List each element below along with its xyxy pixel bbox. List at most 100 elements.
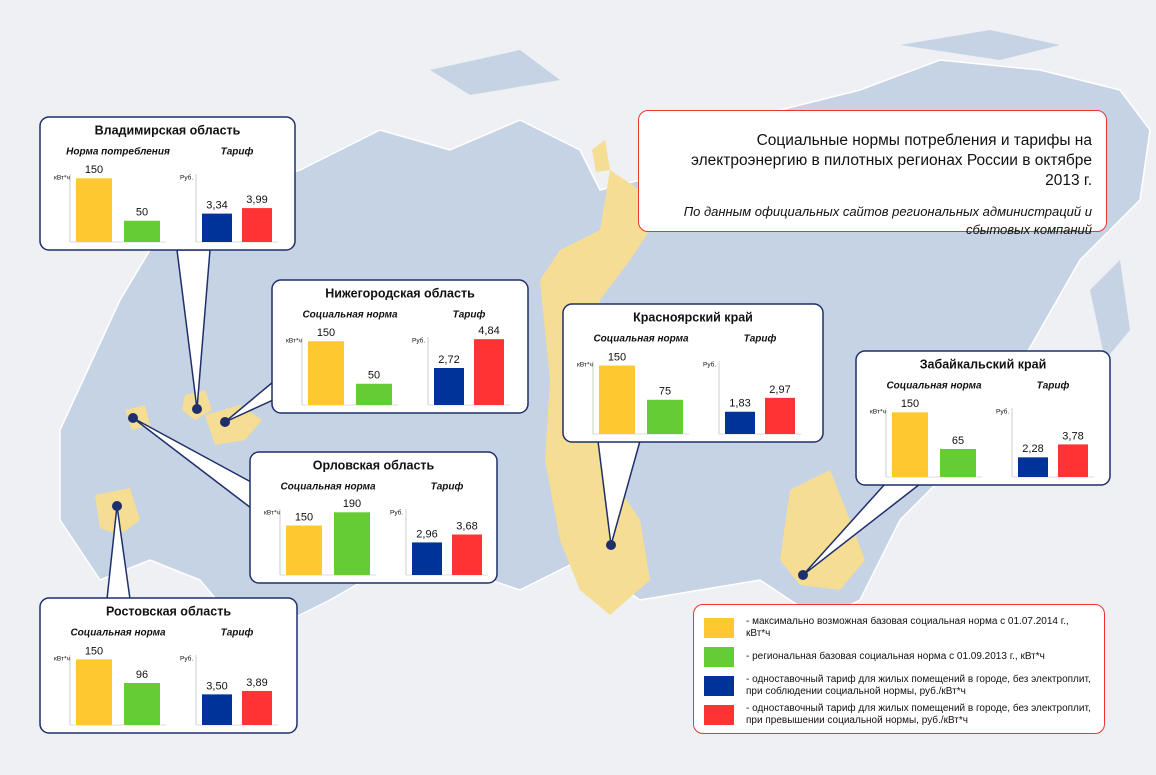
bar [286, 525, 322, 575]
bar [202, 694, 232, 725]
bar [1018, 457, 1048, 477]
dot [192, 404, 202, 414]
legend-swatch [704, 617, 734, 638]
bar [202, 213, 232, 242]
dot [112, 501, 122, 511]
panel-title: Тариф [453, 309, 486, 321]
value-label: 96 [136, 669, 148, 681]
bar [474, 339, 504, 405]
unit-label: Руб. [180, 655, 193, 663]
unit-label: Руб. [180, 174, 193, 182]
map-region-zabaikalsky [780, 470, 865, 590]
unit-label: Руб. [703, 361, 716, 369]
legend-label: - одноставочный тариф для жилых помещени… [746, 702, 1091, 726]
bar [242, 208, 272, 242]
map-island [430, 30, 1130, 360]
value-label: 50 [136, 207, 148, 219]
panel-title: Социальная норма [593, 334, 689, 345]
bar [434, 368, 464, 405]
value-label: 150 [85, 164, 103, 176]
bar [334, 512, 370, 575]
legend-label: - одноставочный тариф для жилых помещени… [746, 673, 1091, 697]
dot [220, 417, 230, 427]
bar [76, 659, 112, 725]
value-label: 150 [901, 398, 919, 410]
panel-title: Тариф [744, 333, 777, 345]
bar [647, 399, 683, 434]
legend-swatch [704, 675, 734, 696]
bar [1058, 444, 1088, 477]
region-title: Ростовская область [106, 604, 231, 618]
value-label: 3,50 [206, 680, 227, 692]
value-label: 4,84 [478, 325, 499, 337]
unit-label: Руб. [390, 509, 403, 517]
panel-title: Тариф [221, 627, 254, 639]
value-label: 190 [343, 498, 361, 510]
unit-label: кВт*ч [264, 510, 280, 517]
region-title: Нижегородская область [325, 286, 475, 300]
unit-label: Руб. [996, 408, 1009, 416]
map-region-nizhny [205, 405, 262, 445]
dot [128, 413, 138, 423]
value-label: 3,34 [206, 200, 227, 212]
value-label: 2,96 [416, 528, 437, 540]
dots [112, 404, 808, 580]
subtitle: По данным официальных сайтов региональны… [683, 204, 1092, 237]
value-label: 150 [85, 645, 103, 657]
title-box: Социальные нормы потребления и тарифы на… [638, 110, 1107, 237]
panel-title: Норма потребления [66, 146, 170, 158]
legend-item: - одноставочный тариф для жилых помещени… [704, 671, 1094, 700]
legend-swatch [704, 646, 734, 667]
bar [940, 448, 976, 477]
bar [124, 683, 160, 725]
legend-label: - региональная базовая социальная норма … [746, 650, 1045, 662]
value-label: 1,83 [729, 398, 750, 410]
pointers [106, 249, 923, 600]
legend-swatch [704, 704, 734, 725]
legend-item: - региональная базовая социальная норма … [704, 642, 1094, 671]
bar [892, 412, 928, 477]
value-label: 65 [952, 435, 964, 447]
panel-title: Социальная норма [886, 381, 982, 392]
unit-label: кВт*ч [286, 338, 302, 345]
value-label: 3,99 [246, 194, 267, 206]
bar [765, 397, 795, 434]
bar [242, 690, 272, 725]
region-title: Орловская область [313, 458, 435, 472]
panel-title: Тариф [1037, 380, 1070, 392]
unit-label: кВт*ч [577, 362, 593, 369]
value-label: 2,97 [769, 384, 790, 396]
value-label: 2,28 [1022, 443, 1043, 455]
bar [599, 365, 635, 434]
value-label: 150 [295, 511, 313, 523]
region-title: Забайкальский край [920, 357, 1047, 371]
region-title: Владимирская область [95, 123, 241, 137]
panel-title: Социальная норма [70, 628, 166, 639]
unit-label: кВт*ч [54, 175, 70, 182]
legend-item: - максимально возможная базовая социальн… [704, 613, 1094, 642]
legend: - максимально возможная базовая социальн… [693, 604, 1105, 734]
panel-title: Социальная норма [280, 482, 376, 493]
bar [725, 411, 755, 434]
value-label: 150 [608, 351, 626, 363]
bar [452, 534, 482, 575]
charts: Владимирская область кВт*ч 150 50 Норма потр… [39, 116, 1111, 734]
value-label: 3,68 [456, 520, 477, 532]
panel-title: Социальная норма [302, 310, 398, 321]
value-label: 50 [368, 370, 380, 382]
bar [124, 220, 160, 242]
legend-item: - одноставочный тариф для жилых помещени… [704, 700, 1094, 729]
bar [356, 383, 392, 405]
dot [798, 570, 808, 580]
unit-label: кВт*ч [870, 409, 886, 416]
value-label: 75 [659, 386, 671, 398]
panel-title: Тариф [431, 481, 464, 493]
unit-label: Руб. [412, 337, 425, 345]
value-label: 150 [317, 327, 335, 339]
value-label: 3,78 [1062, 430, 1083, 442]
bar [76, 178, 112, 242]
dot [606, 540, 616, 550]
value-label: 3,89 [246, 677, 267, 689]
region-title: Красноярский край [633, 310, 753, 324]
